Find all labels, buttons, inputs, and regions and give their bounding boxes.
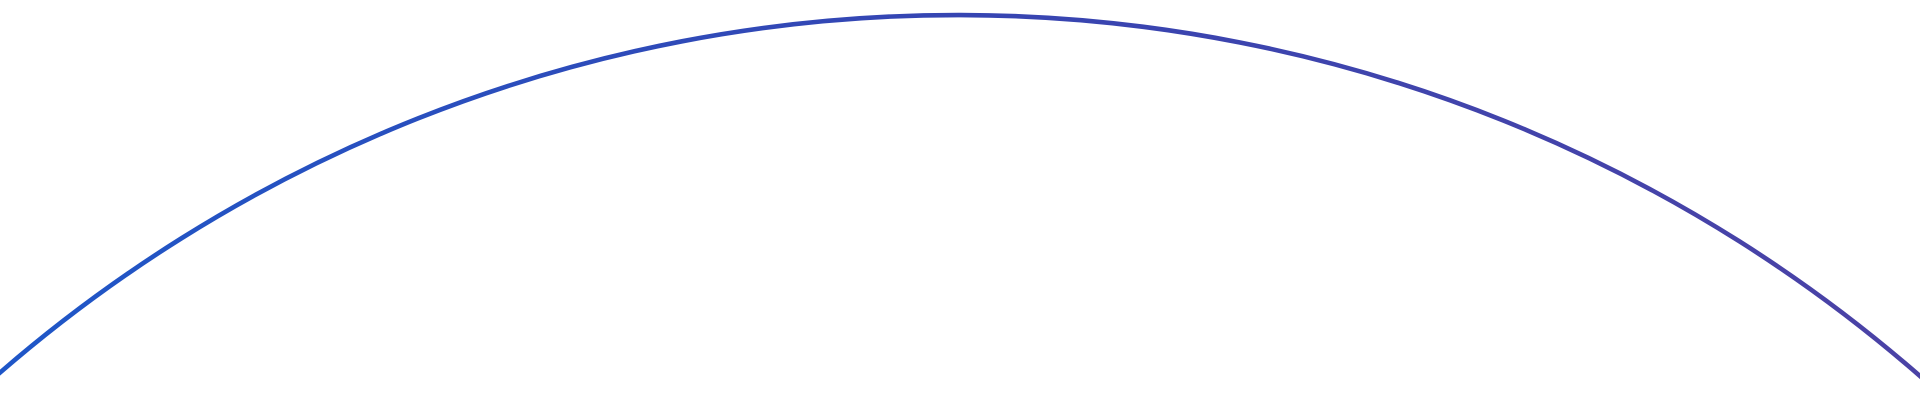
curve-line [0,12,1920,380]
